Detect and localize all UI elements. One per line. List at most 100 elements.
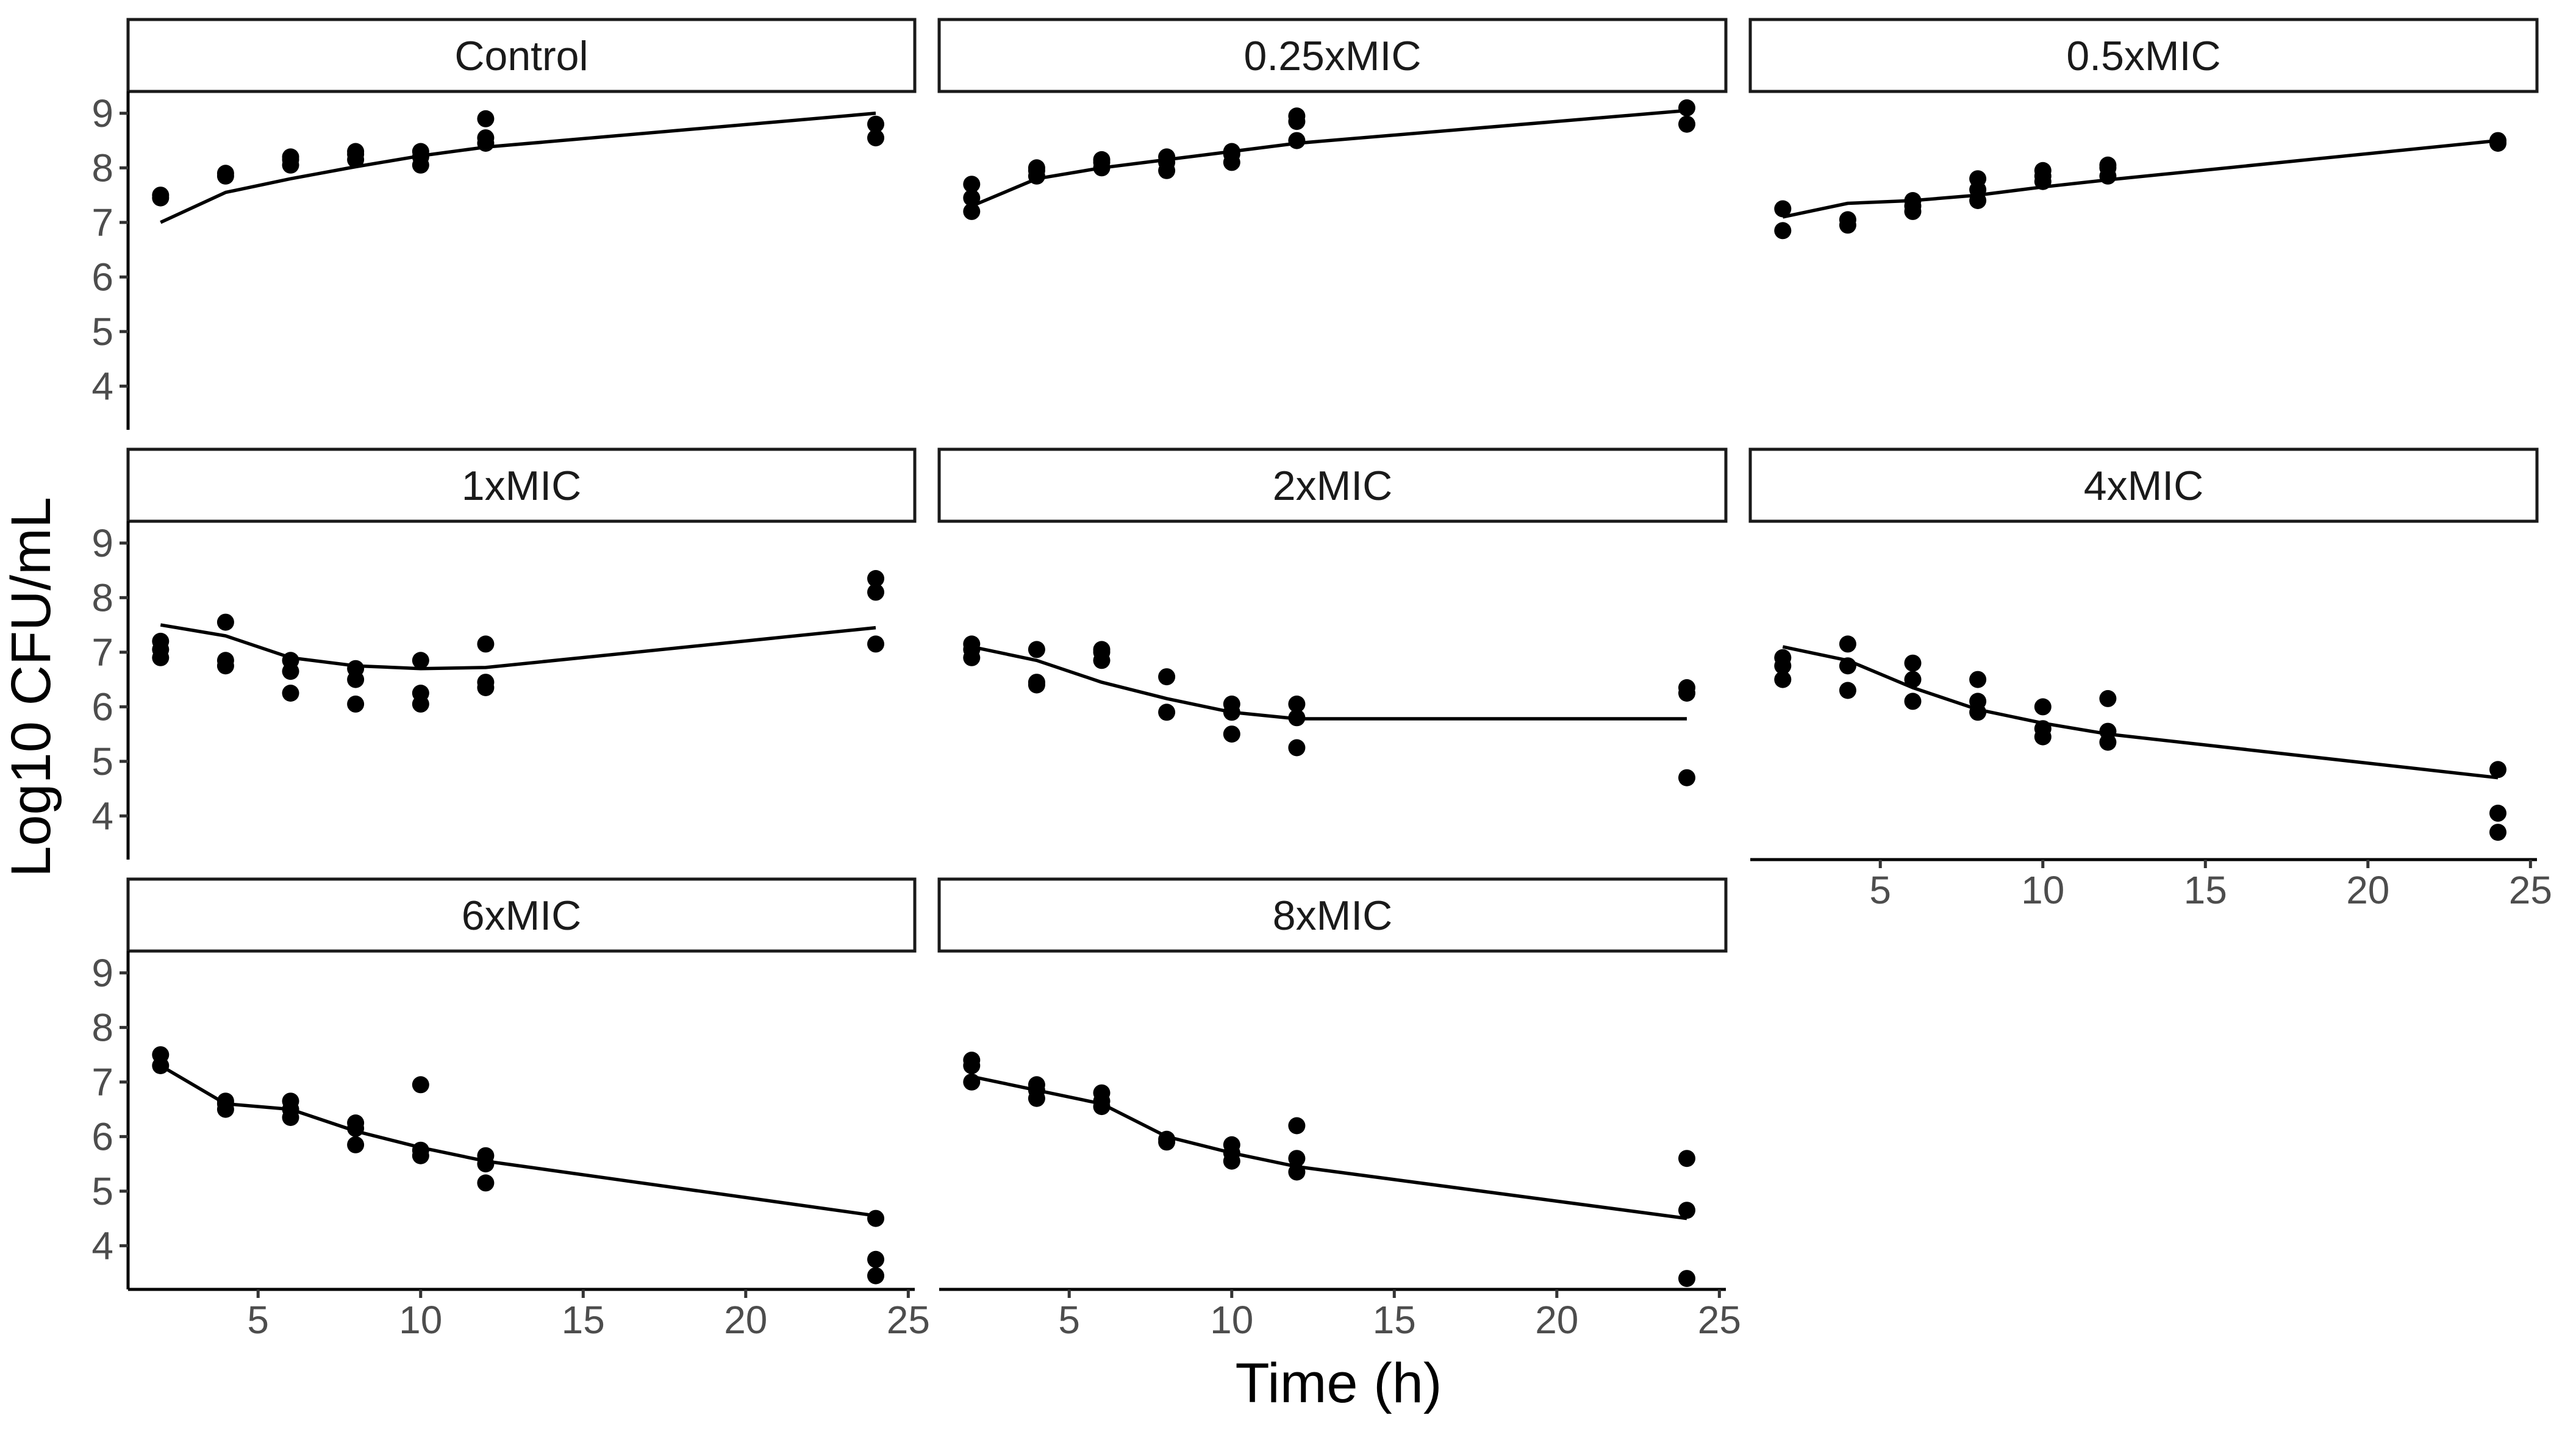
data-point	[1093, 1084, 1111, 1102]
data-point	[867, 570, 884, 587]
data-point	[216, 165, 234, 182]
data-point	[1158, 148, 1176, 166]
y-tick-label: 4	[91, 1224, 113, 1267]
data-point	[1093, 641, 1111, 658]
data-point	[477, 129, 495, 147]
panel-Control: Control 4 5 6 7 8 9	[91, 18, 917, 430]
x-tick-label: 15	[1373, 1298, 1416, 1342]
panel-4xMIC: 4xMIC 5 10 15 20 25	[1748, 447, 2552, 912]
y-tick-label: 5	[91, 1169, 113, 1213]
data-point	[1288, 1117, 1306, 1135]
data-point	[347, 695, 365, 713]
data-point	[1904, 192, 1922, 209]
fit-line	[159, 1064, 876, 1217]
data-point	[1158, 704, 1176, 721]
data-point	[1904, 654, 1922, 672]
fit-line	[160, 112, 876, 224]
y-tick-label: 7	[91, 201, 113, 244]
data-point	[867, 635, 884, 653]
fit-line	[160, 623, 876, 671]
data-point	[1158, 668, 1176, 686]
data-point	[1288, 709, 1306, 727]
data-point	[867, 1250, 884, 1268]
panel-strip-label: 6xMIC	[462, 893, 581, 939]
data-point	[477, 110, 495, 127]
panel-strip	[126, 877, 917, 953]
data-point	[412, 143, 429, 160]
panel-strip	[1748, 447, 2539, 523]
y-tick-label: 6	[91, 685, 113, 729]
panel-strip	[126, 18, 917, 93]
x-tick-label: 15	[2184, 868, 2227, 912]
x-tick-label: 25	[887, 1298, 930, 1342]
data-point	[2099, 156, 2117, 174]
data-point	[1678, 1202, 1695, 1219]
data-point	[1839, 635, 1856, 653]
x-tick-label: 5	[247, 1298, 269, 1342]
data-point	[347, 143, 365, 160]
data-point	[963, 1073, 981, 1091]
data-point	[2489, 824, 2506, 841]
x-tick-label: 10	[2021, 868, 2064, 912]
data-point	[2034, 720, 2052, 738]
data-point	[347, 660, 365, 677]
y-tick-label: 6	[91, 1114, 113, 1158]
y-tick-label: 5	[91, 310, 113, 354]
data-point	[867, 1210, 884, 1227]
data-point	[1678, 1270, 1695, 1288]
data-point	[867, 1267, 884, 1285]
data-point	[1093, 151, 1111, 168]
data-point	[1028, 641, 1045, 658]
panel-strip-label: Control	[454, 33, 588, 79]
data-point	[2034, 162, 2052, 179]
data-point	[1288, 739, 1306, 757]
data-point	[1028, 1076, 1045, 1094]
data-point	[216, 652, 234, 669]
panel-strip-label: 8xMIC	[1273, 893, 1392, 939]
data-point	[1969, 693, 1987, 710]
data-point	[1288, 132, 1306, 149]
fit-line	[1782, 138, 2499, 219]
y-tick-label: 7	[91, 1060, 113, 1104]
panel-6xMIC: 6xMIC 4 5 6 7 8 9 5 10 15 20 25	[91, 877, 930, 1342]
data-point	[867, 583, 884, 601]
data-point	[1774, 200, 1792, 218]
y-tick-label: 8	[91, 1005, 113, 1049]
data-point	[1904, 671, 1922, 688]
x-tick-label: 20	[1535, 1298, 1578, 1342]
data-point	[1678, 679, 1695, 696]
data-point	[963, 176, 981, 193]
x-tick-label: 25	[2509, 868, 2552, 912]
data-point	[1288, 107, 1306, 125]
y-tick-label: 9	[91, 91, 113, 135]
data-point	[282, 1092, 299, 1110]
data-point	[963, 635, 981, 653]
data-point	[1969, 671, 1987, 688]
data-point	[1839, 657, 1856, 675]
data-point	[1774, 649, 1792, 666]
x-tick-label: 15	[562, 1298, 605, 1342]
panel-8xMIC: 8xMIC 5 10 15 20 25	[937, 877, 1741, 1342]
panel-strip-label: 1xMIC	[462, 463, 581, 509]
data-point	[2489, 804, 2506, 822]
panels-layer: Control 4 5 6 7 8 9 0.25xMIC 0.5xMIC 1xMIC 4 5 6 7 8 9 2…	[91, 18, 2552, 1342]
data-point	[412, 1076, 429, 1094]
panel-strip-label: 0.25xMIC	[1244, 33, 1422, 79]
data-point	[2099, 690, 2117, 707]
data-point	[412, 652, 429, 669]
data-point	[1678, 769, 1695, 786]
x-tick-label: 25	[1698, 1298, 1741, 1342]
data-point	[1904, 693, 1922, 710]
panel-strip-label: 2xMIC	[1273, 463, 1392, 509]
y-tick-label: 6	[91, 255, 113, 299]
data-point	[477, 1147, 495, 1164]
panel-strip	[126, 447, 917, 523]
x-tick-label: 5	[1058, 1298, 1080, 1342]
data-point	[282, 652, 299, 669]
x-tick-label: 20	[2346, 868, 2389, 912]
data-point	[1774, 671, 1792, 688]
data-point	[412, 685, 429, 702]
x-tick-label: 5	[1869, 868, 1891, 912]
data-point	[867, 115, 884, 133]
